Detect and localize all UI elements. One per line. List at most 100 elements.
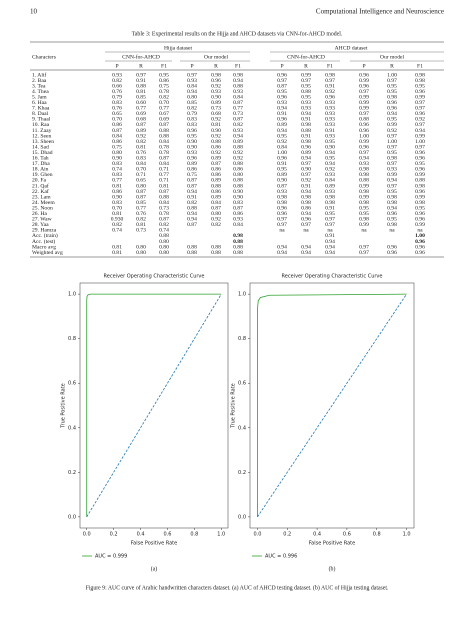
table-cell: 0.80 (136, 250, 146, 256)
table-cell: 0.87 (159, 156, 169, 162)
table-cell: 0.93 (325, 189, 335, 195)
table-cell: 0.71 (136, 172, 146, 178)
table-cell: 0.74 (112, 167, 122, 173)
table-cell: 0.96 (187, 128, 197, 134)
table-cell: 0.93 (233, 217, 243, 223)
table-cell: 0.92 (211, 133, 221, 139)
table-cell: 0.84 (211, 200, 221, 206)
table-cell: 0.95 (387, 189, 397, 195)
column-header: R (390, 63, 394, 69)
table-cell: 0.77 (136, 205, 146, 211)
subgroup-header: Our model (204, 54, 229, 60)
table-cell: 0.94 (325, 250, 335, 256)
table-cell: 0.97 (301, 172, 311, 178)
table-cell: 0.98 (211, 72, 221, 78)
table-cell: 0.94 (277, 244, 287, 250)
table-cell: 0.75 (112, 144, 122, 150)
y-tick-label: 1.0 (238, 292, 246, 298)
table-cell: 0.86 (211, 144, 221, 150)
table-cell: 0.98 (325, 194, 335, 200)
table-cell: 0.88 (233, 178, 243, 184)
table-cell: 0.91 (277, 161, 287, 167)
table-cell: 1.00 (387, 72, 397, 78)
table-cell: 0.95 (415, 83, 425, 89)
table-cell: 0.93 (301, 100, 311, 106)
row-label: 5. Jam (32, 94, 47, 100)
table-cell: 0.88 (187, 244, 197, 250)
table-cell: 0.60 (136, 100, 146, 106)
table-cell: 0.92 (136, 133, 146, 139)
column-header: R (139, 63, 143, 69)
table-cell: 0.86 (112, 189, 122, 195)
table-cell: 0.78 (159, 150, 169, 156)
row-label: 12. Seen (32, 133, 51, 139)
table-cell: 0.90 (301, 167, 311, 173)
table-cell: 0.95 (325, 211, 335, 217)
row-label: 11. Zaay (32, 128, 52, 134)
table-cell: 0.76 (136, 150, 146, 156)
table-cell: 0.88 (233, 161, 243, 167)
table-cell: 0.77 (233, 106, 243, 112)
table-cell: 0.80 (136, 244, 146, 250)
table-cell: 0.97 (415, 100, 425, 106)
row-label: 4. Thea (32, 89, 49, 95)
table-cell: 0.93 (359, 161, 369, 167)
table-cell: 0.88 (136, 83, 146, 89)
table-cell: 0.77 (159, 172, 169, 178)
table-cell: 0.96 (277, 205, 287, 211)
table-cell: 0.94 (301, 156, 311, 162)
table-cell: 0.92 (211, 83, 221, 89)
table-cell: 0.97 (301, 222, 311, 228)
table-cell: 0.81 (112, 244, 122, 250)
table-cell: 0.96 (301, 144, 311, 150)
table-cell: 0.93 (112, 72, 122, 78)
table-cell: 0.88 (211, 183, 221, 189)
x-tick-label: 0.6 (163, 532, 171, 538)
table-cell: 0.87 (187, 178, 197, 184)
table-cell: 0.94 (387, 205, 397, 211)
y-tick-label: 0.0 (68, 514, 76, 520)
table-cell: 0.95 (325, 156, 335, 162)
table-cell: 0.87 (159, 189, 169, 195)
table-cell: 0.67 (159, 111, 169, 117)
table-cell: 0.98 (277, 194, 287, 200)
table-cell: 0.88 (159, 194, 169, 200)
row-label: 19. Ghen (32, 172, 53, 178)
table-caption: Table 3: Experimental results on the Hij… (132, 30, 343, 37)
table-cell: 0.81 (211, 122, 221, 128)
y-tick-label: 0.8 (68, 336, 76, 342)
table-cell: 0.96 (415, 156, 425, 162)
table-cell: 0.65 (112, 111, 122, 117)
table-cell: 0.80 (187, 94, 197, 100)
table-cell: 0.92 (277, 139, 287, 145)
table-cell: 0.88 (233, 83, 243, 89)
table-cell: 0.85 (187, 100, 197, 106)
table-cell: 0.80 (136, 183, 146, 189)
table-cell: 0.88 (211, 244, 221, 250)
table-cell: 0.88 (359, 178, 369, 184)
table-cell: 0.82 (112, 78, 122, 84)
column-header: F1 (327, 63, 333, 69)
table-cell: 0.88 (233, 239, 243, 245)
table-cell: 0.96 (359, 144, 369, 150)
table-cell: 0.89 (277, 172, 287, 178)
table-cell: 0.93 (325, 172, 335, 178)
table-cell: 0.95 (301, 94, 311, 100)
table-cell: 0.84 (233, 222, 243, 228)
table-cell: 0.86 (233, 167, 243, 173)
table-cell: 0.89 (187, 161, 197, 167)
table-cell: 0.95 (277, 89, 287, 95)
table-cell: 0.87 (136, 122, 146, 128)
table-cell: 0.91 (187, 194, 197, 200)
table-cell: 0.88 (211, 250, 221, 256)
table-cell: 0.84 (277, 144, 287, 150)
x-axis-label: False Positive Rate (131, 541, 177, 547)
table-cell: 0.80 (159, 239, 169, 245)
table-cell: 0.97 (187, 72, 197, 78)
table-cell: 0.90 (112, 156, 122, 162)
table-cell: 0.93 (325, 122, 335, 128)
table-cell: 0.81 (136, 144, 146, 150)
table-cell: 0.96 (277, 72, 287, 78)
y-tick-label: 1.0 (68, 292, 76, 298)
table-cell: 0.87 (187, 183, 197, 189)
